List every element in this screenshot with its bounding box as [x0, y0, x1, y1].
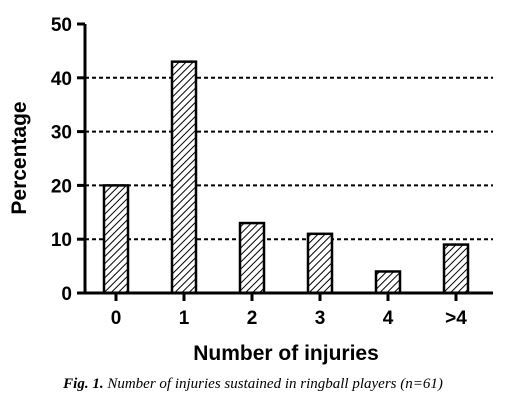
x-tick-label-5: >4: [445, 308, 467, 329]
y-tick-label-4: 40: [51, 69, 72, 90]
bar-1: [170, 60, 198, 295]
caption-prefix: Fig. 1.: [63, 376, 104, 392]
bar-3: [306, 232, 334, 295]
x-tick-label-4: 4: [383, 308, 394, 329]
x-tick-label-3: 3: [315, 308, 326, 329]
grid-lines: [85, 76, 493, 241]
y-tick-label-3: 30: [51, 123, 72, 144]
x-tick-label-2: 2: [247, 308, 258, 329]
bar-4: [374, 270, 402, 295]
bar-5: [442, 243, 470, 295]
bar-0: [102, 184, 130, 295]
x-tick-label-1: 1: [179, 308, 190, 329]
y-axis-label: Percentage: [8, 101, 31, 214]
y-tick-label-2: 20: [51, 176, 72, 197]
y-tick-label-5: 50: [51, 15, 72, 36]
y-tick-label-1: 10: [51, 230, 72, 251]
bar-2: [238, 221, 266, 295]
y-tick-label-0: 0: [61, 284, 72, 305]
caption-text: Number of injuries sustained in ringball…: [107, 376, 443, 392]
x-axis-label: Number of injuries: [193, 342, 379, 365]
axes: 0 10 20 30 40 50 0 1 2 3 4 >4: [51, 15, 493, 329]
x-tick-label-0: 0: [111, 308, 122, 329]
figure-caption: Fig. 1. Number of injuries sustained in …: [0, 376, 506, 393]
bars: [102, 60, 470, 295]
